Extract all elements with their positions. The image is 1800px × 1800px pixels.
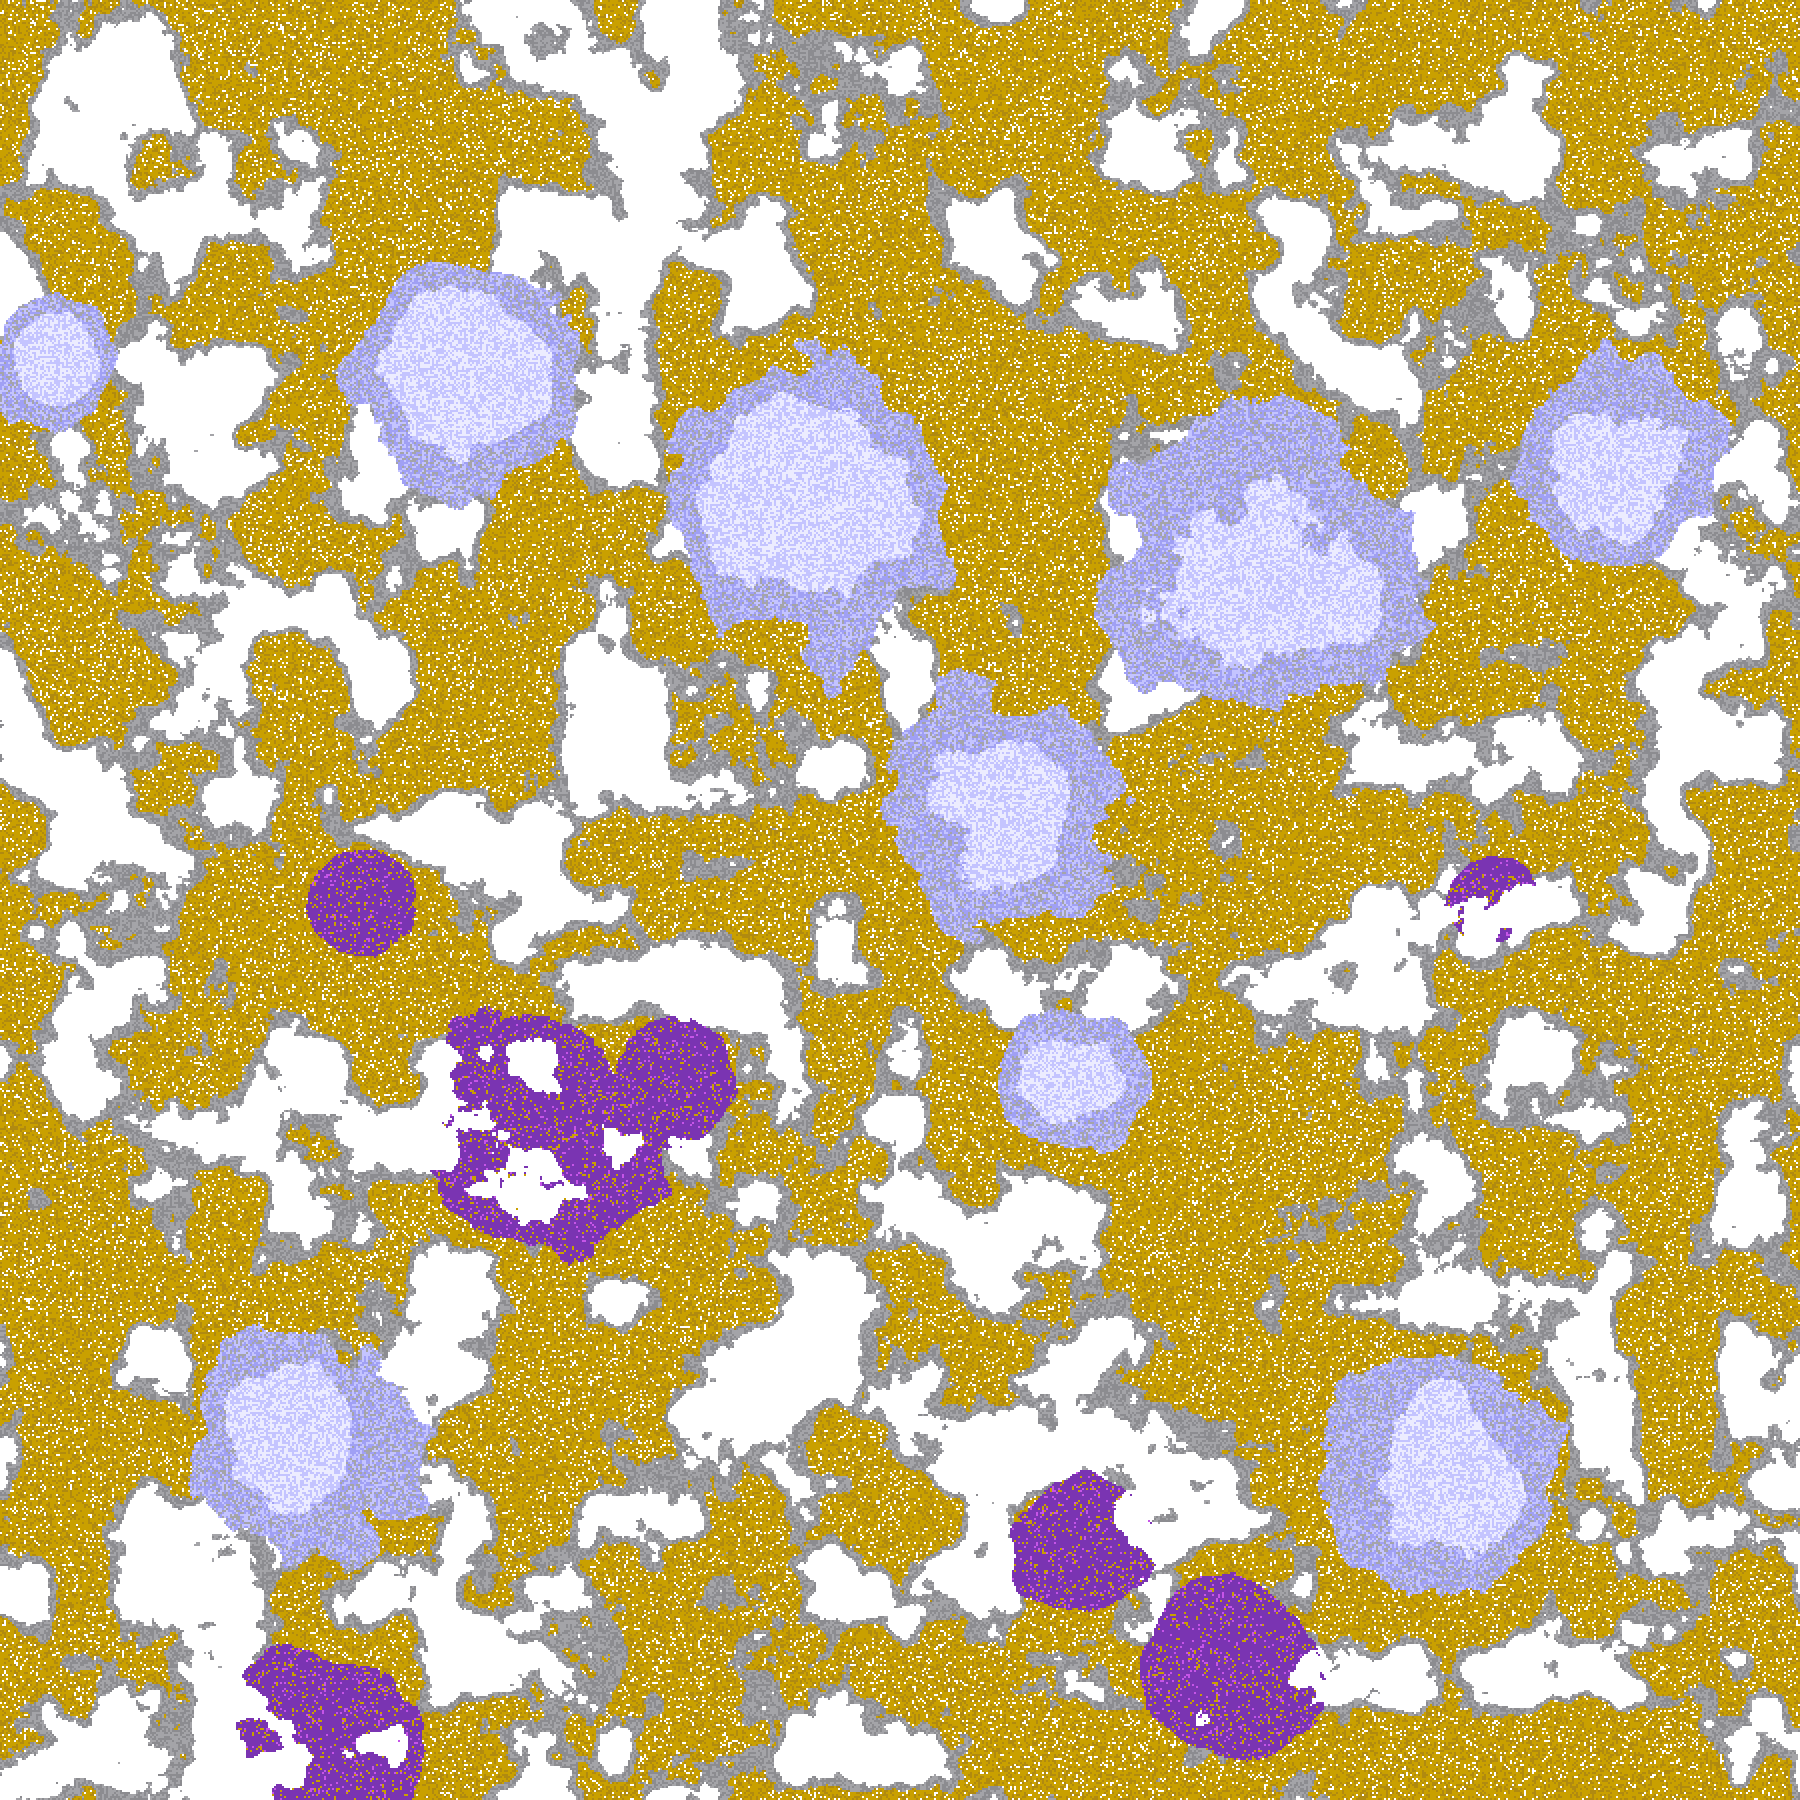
map-raster bbox=[0, 0, 1800, 1800]
satellite-classification-map bbox=[0, 0, 1800, 1800]
